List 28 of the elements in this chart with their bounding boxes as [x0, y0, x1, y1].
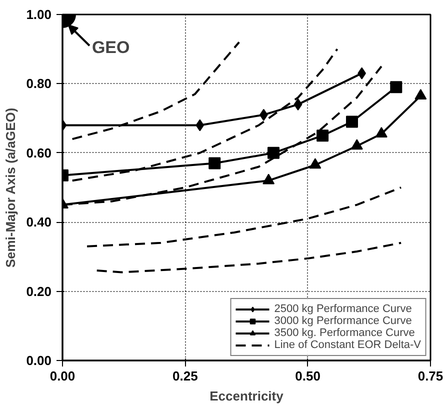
x-tick-label: 0.75 [418, 368, 444, 384]
y-tick-label: 0.80 [26, 76, 52, 92]
x-tick-label: 0.25 [172, 368, 198, 384]
point [316, 130, 329, 142]
x-tick-label: 0.50 [295, 368, 320, 384]
point [294, 98, 302, 110]
legend-label: 2500 kg Performance Curve [274, 303, 412, 315]
y-tick-label: 0.60 [26, 145, 52, 160]
y-tick-label: 0.20 [26, 284, 52, 299]
point [196, 119, 204, 132]
legend-label: 3000 kg Performance Curve [274, 315, 412, 327]
y-tick-label: 1.00 [26, 7, 52, 22]
point [262, 174, 275, 184]
point [309, 158, 322, 169]
legend-label: 3500 kg. Performance Curve [274, 327, 415, 339]
annotation: GEO [92, 38, 130, 57]
point [208, 157, 221, 170]
point [350, 139, 363, 150]
point [375, 127, 388, 138]
x-tick-label: 0.00 [50, 368, 76, 384]
y-tick-label: 0.00 [26, 353, 52, 368]
legend-label: Line of Constant EOR Delta-V [274, 339, 421, 351]
point [346, 116, 358, 128]
point [390, 81, 402, 94]
y-axis-title: Semi-Major Axis (a/aGEO) [3, 108, 18, 268]
point [267, 146, 280, 159]
y-tick-label: 0.40 [26, 214, 52, 230]
x-axis-title: Eccentricity [210, 388, 284, 404]
